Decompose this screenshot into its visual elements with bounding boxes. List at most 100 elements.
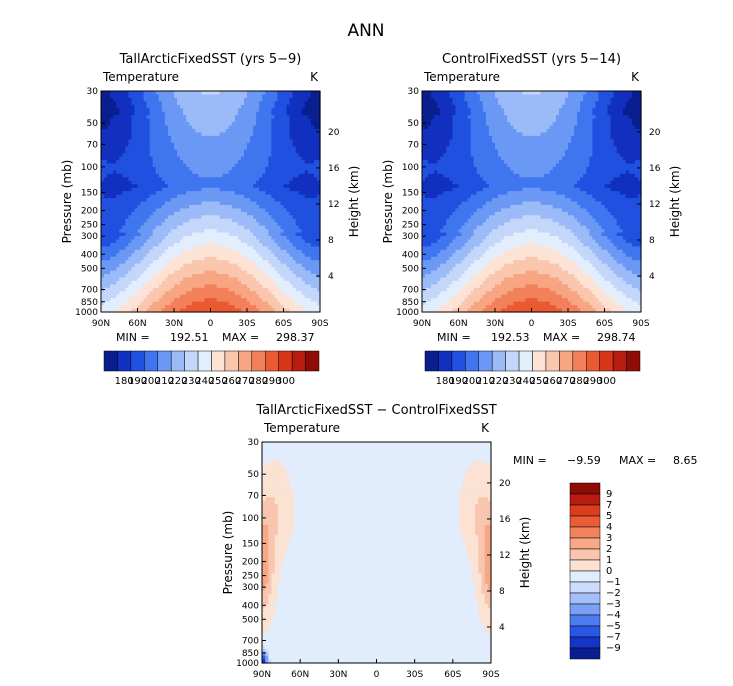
field-cell	[113, 242, 117, 247]
field-cell	[256, 270, 260, 275]
field-cell	[234, 111, 239, 116]
field-cell	[107, 284, 111, 289]
field-cell	[198, 184, 202, 189]
field-cell	[170, 149, 175, 154]
field-cell	[210, 132, 215, 137]
field-cell	[247, 156, 251, 161]
field-cell	[140, 191, 145, 196]
field-cell	[152, 177, 157, 182]
field-cell	[277, 135, 282, 140]
field-cell	[289, 184, 294, 189]
field-cell	[256, 149, 260, 154]
field-cell	[198, 242, 202, 247]
field-cell	[295, 215, 300, 220]
field-cell	[313, 256, 318, 261]
field-cell	[122, 256, 126, 261]
field-cell	[262, 108, 266, 113]
field-cell	[286, 115, 291, 120]
field-cell	[119, 260, 123, 265]
field-cell	[237, 149, 242, 154]
field-cell	[170, 249, 175, 254]
field-cell	[253, 263, 257, 268]
field-cell	[268, 177, 272, 182]
field-cell	[161, 122, 166, 127]
field-cell	[219, 291, 224, 296]
field-cell	[207, 239, 212, 244]
field-cell	[277, 180, 282, 185]
field-cell	[161, 97, 166, 102]
field-cell	[116, 291, 120, 296]
field-cell	[104, 256, 108, 261]
field-cell	[298, 201, 303, 206]
field-cell	[274, 232, 279, 237]
field-cell	[146, 270, 151, 275]
field-cell	[283, 104, 288, 109]
field-cell	[152, 173, 157, 178]
field-cell	[228, 149, 233, 154]
field-cell	[301, 139, 306, 144]
field-cell	[158, 135, 163, 140]
field-cell	[170, 101, 175, 106]
field-cell	[256, 201, 260, 206]
field-cell	[434, 101, 438, 106]
field-cell	[161, 253, 166, 258]
field-cell	[128, 180, 133, 185]
field-cell	[304, 91, 309, 96]
field-cell	[107, 135, 111, 140]
field-cell	[216, 291, 221, 296]
field-cell	[155, 115, 160, 120]
field-cell	[107, 122, 111, 127]
field-cell	[113, 180, 117, 185]
field-cell	[298, 305, 303, 310]
field-cell	[146, 160, 151, 165]
field-cell	[268, 287, 272, 292]
field-cell	[149, 305, 154, 310]
field-cell	[283, 301, 288, 306]
field-cell	[174, 287, 178, 292]
field-cell	[207, 191, 212, 196]
field-cell	[262, 225, 266, 230]
field-cell	[143, 156, 148, 161]
field-cell	[316, 132, 321, 137]
field-cell	[137, 194, 142, 199]
field-cell	[219, 111, 224, 116]
field-cell	[152, 180, 157, 185]
field-cell	[170, 201, 175, 206]
field-cell	[152, 208, 157, 213]
field-cell	[164, 166, 169, 172]
field-cell	[561, 101, 566, 106]
field-cell	[116, 208, 120, 213]
field-cell	[313, 135, 318, 140]
field-cell	[167, 218, 172, 223]
field-cell	[128, 218, 133, 223]
field-cell	[247, 91, 251, 96]
field-cell	[149, 198, 154, 203]
field-cell	[283, 208, 288, 213]
field-cell	[183, 277, 187, 282]
field-cell	[164, 104, 169, 109]
field-cell	[152, 270, 157, 275]
field-cell	[158, 260, 163, 265]
field-cell	[228, 139, 233, 144]
field-cell	[158, 308, 163, 313]
field-cell	[219, 236, 224, 241]
field-cell	[134, 125, 139, 130]
field-cell	[110, 236, 114, 241]
field-cell	[516, 94, 520, 99]
field-cell	[216, 263, 221, 268]
field-cell	[195, 139, 199, 144]
field-cell	[289, 249, 294, 254]
field-cell	[146, 236, 151, 241]
field-cell	[158, 115, 163, 120]
field-cell	[231, 291, 236, 296]
field-cell	[180, 149, 184, 154]
field-cell	[237, 204, 242, 209]
field-cell	[289, 277, 294, 282]
field-cell	[216, 274, 221, 279]
field-cell	[301, 208, 306, 213]
field-cell	[207, 125, 212, 130]
field-cell	[488, 94, 493, 99]
field-cell	[268, 187, 272, 192]
field-cell	[228, 104, 233, 109]
field-cell	[213, 274, 218, 279]
